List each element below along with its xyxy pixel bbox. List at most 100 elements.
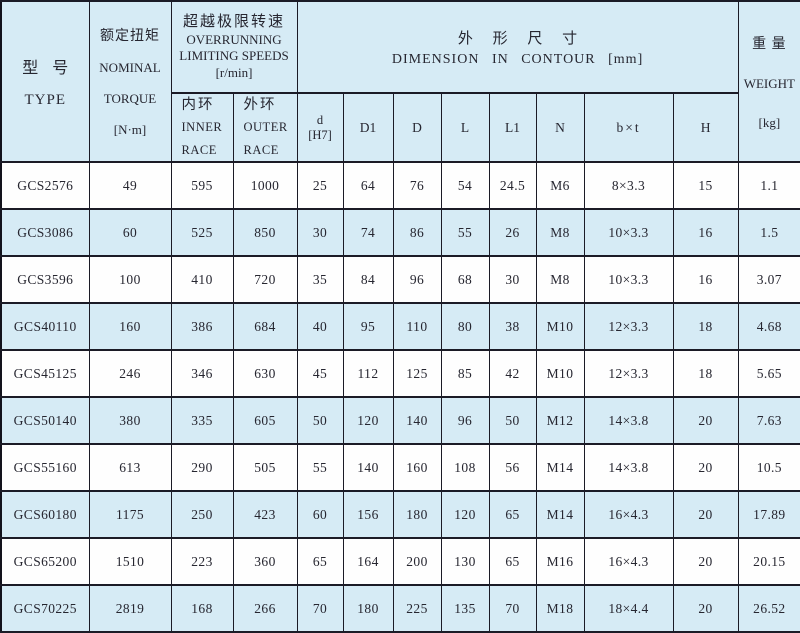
cell-nominal-torque: 246 xyxy=(88,349,172,399)
cell-d-h7: 60 xyxy=(296,490,344,540)
cell-l: 108 xyxy=(440,443,490,493)
cell-l: 80 xyxy=(440,302,490,352)
cell-d: 96 xyxy=(392,255,442,305)
table-row: GCS70225 2819 168 266 70 180 225 135 70 M18 18×4.4… xyxy=(0,584,800,633)
cell-l: 55 xyxy=(440,208,490,258)
header-speeds-en2: LIMITING SPEEDS xyxy=(179,48,289,64)
cell-d1: 84 xyxy=(342,255,394,305)
cell-d1: 95 xyxy=(342,302,394,352)
table-row: GCS60180 1175 250 423 60 156 180 120 65 M14 16×4.3… xyxy=(0,490,800,540)
cell-d-h7: 30 xyxy=(296,208,344,258)
header-inner-en2: RACE xyxy=(181,142,217,157)
table-header: 型 号 TYPE 额定扭矩 NOMINAL TORQUE [N·m] 超越极限转… xyxy=(0,0,800,164)
cell-h: 16 xyxy=(672,255,739,305)
cell-nominal-torque: 160 xyxy=(88,302,172,352)
table-row: GCS3086 60 525 850 30 74 86 55 26 M8 10×3.3 16 1.5 xyxy=(0,208,800,258)
cell-nominal-torque: 380 xyxy=(88,396,172,446)
cell-type: GCS50140 xyxy=(0,396,90,446)
cell-inner-race: 346 xyxy=(170,349,234,399)
cell-d: 200 xyxy=(392,537,442,587)
cell-weight: 4.68 xyxy=(737,302,800,352)
header-outer-en1: OUTER xyxy=(243,120,288,135)
header-outer-en2: RACE xyxy=(243,142,279,157)
cell-l1: 50 xyxy=(488,396,537,446)
cell-inner-race: 335 xyxy=(170,396,234,446)
cell-nominal-torque: 613 xyxy=(88,443,172,493)
cell-h: 18 xyxy=(672,349,739,399)
cell-type: GCS65200 xyxy=(0,537,90,587)
header-weight-zh: 重 量 xyxy=(752,36,787,52)
cell-h: 20 xyxy=(672,443,739,493)
cell-h: 15 xyxy=(672,161,739,211)
header-torque-en2: TORQUE xyxy=(103,91,157,107)
cell-l1: 38 xyxy=(488,302,537,352)
header-col-d-line1: d xyxy=(316,112,324,127)
cell-weight: 26.52 xyxy=(737,584,800,633)
header-col-bxt: b×t xyxy=(583,91,674,164)
cell-nominal-torque: 1175 xyxy=(88,490,172,540)
cell-inner-race: 525 xyxy=(170,208,234,258)
cell-d1: 120 xyxy=(342,396,394,446)
cell-outer-race: 684 xyxy=(232,302,298,352)
cell-l1: 65 xyxy=(488,490,537,540)
cell-d-h7: 50 xyxy=(296,396,344,446)
cell-type: GCS3596 xyxy=(0,255,90,305)
cell-d1: 64 xyxy=(342,161,394,211)
cell-d-h7: 25 xyxy=(296,161,344,211)
cell-type: GCS2576 xyxy=(0,161,90,211)
cell-outer-race: 630 xyxy=(232,349,298,399)
cell-d: 125 xyxy=(392,349,442,399)
header-inner-en1: INNER xyxy=(181,120,223,135)
header-row-top: 型 号 TYPE 额定扭矩 NOMINAL TORQUE [N·m] 超越极限转… xyxy=(0,0,800,164)
table-row: GCS45125 246 346 630 45 112 125 85 42 M10 12×3.3 18… xyxy=(0,349,800,399)
table-row: GCS65200 1510 223 360 65 164 200 130 65 M16 16×4.3… xyxy=(0,537,800,587)
header-type-en: TYPE xyxy=(24,92,66,109)
header-speeds-unit: [r/min] xyxy=(215,64,253,80)
cell-bxt: 14×3.8 xyxy=(583,396,674,446)
cell-outer-race: 423 xyxy=(232,490,298,540)
table-row: GCS40110 160 386 684 40 95 110 80 38 M10 12×3.3 18 4… xyxy=(0,302,800,352)
table-row: GCS2576 49 595 1000 25 64 76 54 24.5 M6 8×3.3 15 1.1 xyxy=(0,161,800,211)
header-col-d1: D1 xyxy=(342,91,394,164)
cell-l: 85 xyxy=(440,349,490,399)
header-nominal-torque: 额定扭矩 NOMINAL TORQUE [N·m] xyxy=(88,0,172,164)
header-dimension: 外 形 尺 寸 DIMENSION IN CONTOUR [mm] xyxy=(296,0,739,94)
cell-bxt: 14×3.8 xyxy=(583,443,674,493)
cell-weight: 17.89 xyxy=(737,490,800,540)
cell-d: 160 xyxy=(392,443,442,493)
cell-d1: 112 xyxy=(342,349,394,399)
cell-l: 120 xyxy=(440,490,490,540)
cell-d-h7: 65 xyxy=(296,537,344,587)
cell-l1: 70 xyxy=(488,584,537,633)
cell-l: 96 xyxy=(440,396,490,446)
cell-weight: 20.15 xyxy=(737,537,800,587)
cell-d: 86 xyxy=(392,208,442,258)
table-row: GCS50140 380 335 605 50 120 140 96 50 M12 14×3.8 20… xyxy=(0,396,800,446)
cell-nominal-torque: 60 xyxy=(88,208,172,258)
cell-h: 20 xyxy=(672,396,739,446)
cell-type: GCS3086 xyxy=(0,208,90,258)
cell-type: GCS55160 xyxy=(0,443,90,493)
header-outer-zh: 外环 xyxy=(243,97,277,113)
header-col-d-line2: [H7] xyxy=(308,127,332,142)
cell-inner-race: 595 xyxy=(170,161,234,211)
header-speeds-zh: 超越极限转速 xyxy=(183,14,286,31)
cell-outer-race: 605 xyxy=(232,396,298,446)
header-col-d: d [H7] xyxy=(296,91,344,164)
cell-bxt: 8×3.3 xyxy=(583,161,674,211)
cell-d1: 180 xyxy=(342,584,394,633)
cell-bxt: 12×3.3 xyxy=(583,302,674,352)
cell-type: GCS60180 xyxy=(0,490,90,540)
header-torque-zh: 额定扭矩 xyxy=(100,28,160,44)
header-col-d-big: D xyxy=(392,91,442,164)
cell-inner-race: 250 xyxy=(170,490,234,540)
cell-l: 68 xyxy=(440,255,490,305)
cell-l1: 30 xyxy=(488,255,537,305)
cell-type: GCS40110 xyxy=(0,302,90,352)
cell-inner-race: 386 xyxy=(170,302,234,352)
cell-bxt: 10×3.3 xyxy=(583,208,674,258)
header-col-n: N xyxy=(535,91,585,164)
cell-n: M10 xyxy=(535,349,585,399)
cell-n: M10 xyxy=(535,302,585,352)
